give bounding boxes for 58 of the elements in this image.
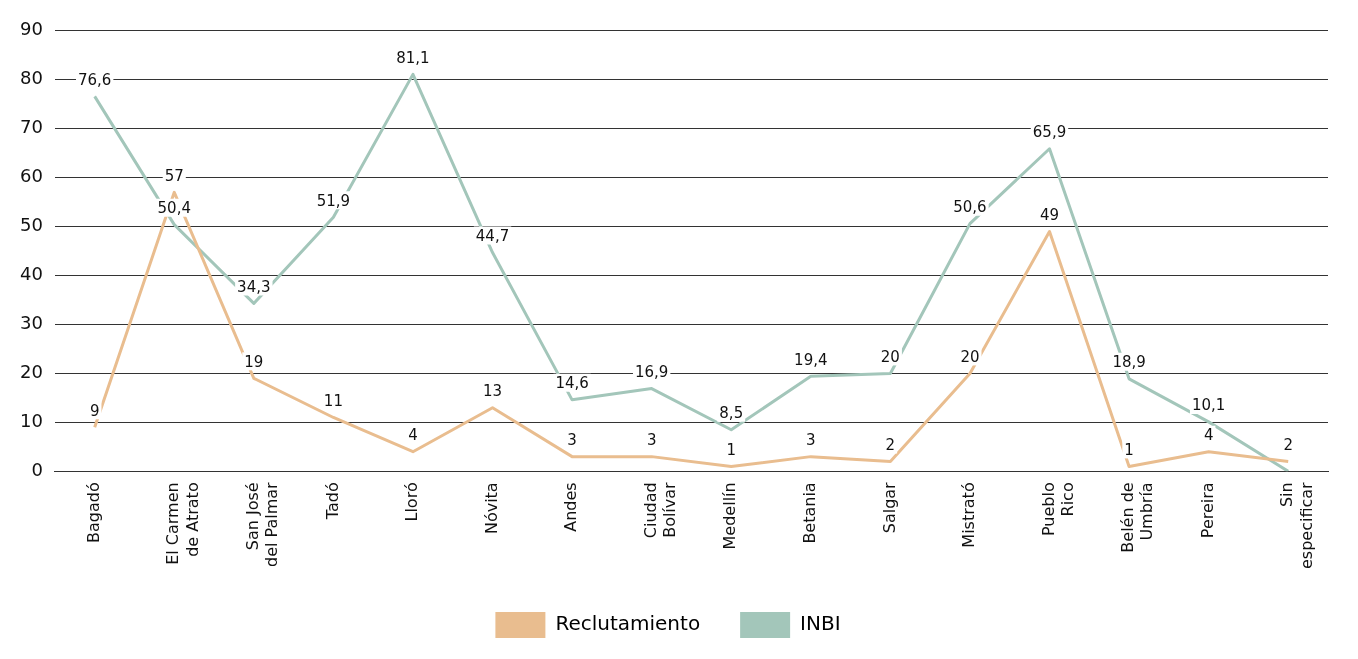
data-label: 3 [646,431,657,450]
data-label: 49 [1039,205,1060,224]
x-tick-label: Tadó [322,482,342,521]
data-label: 3 [806,431,816,450]
data-label: 50,4 [157,199,191,218]
x-tick-label: Andes [561,482,581,532]
x-tick-label: Pereira [1197,482,1217,539]
data-label: 14,6 [555,374,589,393]
data-label: 44,7 [475,226,510,245]
data-label: 65,9 [1032,123,1067,142]
data-label: 50,6 [953,198,987,217]
data-label: 10,1 [1191,396,1226,415]
y-tick-label: 20 [20,361,43,383]
y-tick-label: 90 [20,18,43,40]
x-tick-label: Betania [799,482,819,544]
y-tick-label: 0 [31,458,43,480]
data-label: 1 [1124,440,1134,459]
data-label: 2 [885,435,896,454]
x-tick-label: Lloró [402,482,422,522]
x-tick-label: El Carmen de Atrato [163,482,202,565]
data-label: 81,1 [396,48,430,67]
y-tick-label: 60 [20,165,43,187]
legend-label: Reclutamiento [555,611,701,636]
data-label: 13 [482,382,503,401]
data-label: 1 [726,440,737,459]
data-label: 4 [1203,426,1214,445]
legend-label: INBI [800,611,841,636]
x-tick-label: Belén de Umbría [1118,482,1157,553]
data-label: 19 [244,352,264,371]
x-tick-label: Medellín [720,482,740,550]
x-tick-label: Salgar [879,481,899,534]
data-label: 19,4 [794,350,828,369]
data-label: 57 [164,166,184,185]
data-label: 9 [89,401,100,420]
data-label: 20 [960,347,980,366]
x-tick-label: Sin especificar [1277,481,1316,570]
data-label: 2 [1283,435,1293,454]
data-label: 16,9 [634,362,669,381]
data-label: 18,9 [1112,353,1146,372]
y-tick-label: 70 [20,116,43,138]
y-tick-label: 30 [20,312,43,334]
y-tick-label: 40 [20,263,43,285]
y-tick-label: 80 [20,67,43,89]
x-tick-label: Mistrató [959,482,979,548]
y-tick-label: 10 [20,410,43,432]
x-tick-label: Bagadó [83,482,103,544]
data-label: 8,5 [719,404,744,423]
x-tick-label: Ciudad Bolívar [640,481,680,539]
x-tick-label: Pueblo Rico [1038,482,1077,537]
y-tick-label: 50 [20,214,43,236]
data-label: 3 [567,431,577,450]
data-label: 76,6 [77,70,112,89]
data-label: 20 [880,347,900,366]
data-label: 11 [323,391,343,410]
data-label: 51,9 [316,191,351,210]
x-tick-label: Nóvita [481,482,501,535]
data-label: 34,3 [237,277,271,296]
data-label: 4 [408,426,418,445]
